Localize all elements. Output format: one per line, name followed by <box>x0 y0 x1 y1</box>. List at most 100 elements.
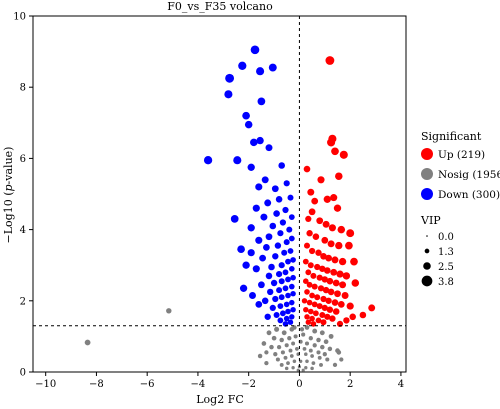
up-point <box>339 281 347 289</box>
nosig-point <box>276 344 282 350</box>
down-point <box>289 299 295 306</box>
legend: Significant Up (219) Nosig (1956) Down (300… <box>420 130 500 288</box>
up-point <box>330 268 338 276</box>
nosig-point <box>327 346 333 352</box>
down-point <box>271 185 279 193</box>
down-point <box>287 319 294 325</box>
nosig-point <box>305 359 309 364</box>
nosig-point <box>273 352 278 357</box>
nosig-point <box>266 330 272 336</box>
nosig-point <box>264 350 269 355</box>
up-point <box>302 258 309 265</box>
x-tick-label: −4 <box>191 379 206 390</box>
down-point <box>256 136 264 145</box>
legend-label-up: Up (219) <box>438 149 485 161</box>
down-point <box>287 194 294 201</box>
up-point <box>309 292 316 299</box>
nosig-point <box>292 325 297 330</box>
nosig-point <box>84 339 91 346</box>
y-tick-label: 8 <box>20 83 26 94</box>
nosig-point <box>293 334 298 339</box>
down-point <box>267 288 274 296</box>
nosig-point <box>304 325 310 330</box>
down-point <box>239 284 248 292</box>
nosig-point <box>292 359 297 364</box>
nosig-point <box>279 362 284 367</box>
up-point <box>316 217 324 225</box>
up-point <box>324 267 331 274</box>
y-tick-label: 2 <box>20 296 26 307</box>
down-point <box>282 206 289 214</box>
down-point <box>283 180 290 187</box>
nosig-point <box>304 352 308 356</box>
nosig-point <box>328 333 334 339</box>
down-point <box>260 213 268 221</box>
up-point <box>335 241 343 250</box>
up-point <box>311 283 318 290</box>
down-point <box>258 281 265 289</box>
nosig-point <box>311 361 316 365</box>
y-tick-label: 6 <box>20 154 26 165</box>
up-point <box>346 302 354 310</box>
down-point <box>263 244 270 251</box>
nosig-point <box>317 355 322 360</box>
up-point <box>325 56 335 65</box>
up-point <box>309 315 315 322</box>
down-point <box>247 249 255 257</box>
down-point <box>279 219 286 226</box>
nosig-point <box>291 341 296 346</box>
down-point <box>242 111 250 120</box>
x-tick-label: 0 <box>296 379 302 390</box>
nosig-point <box>281 330 287 336</box>
up-point <box>309 247 316 255</box>
up-point <box>342 272 351 280</box>
down-point <box>276 271 283 278</box>
down-point <box>265 272 273 280</box>
nosig-point <box>301 332 306 337</box>
nosig-point <box>264 360 269 366</box>
up-point <box>329 315 336 322</box>
x-tick-label: −6 <box>140 379 155 390</box>
up-point <box>331 299 339 306</box>
down-point <box>242 261 250 269</box>
nosig-point <box>257 353 263 359</box>
nosig-point <box>275 357 280 362</box>
down-point <box>288 214 295 221</box>
nosig-point <box>279 337 284 343</box>
down-point <box>238 61 247 70</box>
down-point <box>277 230 284 237</box>
nosig-point <box>332 362 338 368</box>
legend-vip-size <box>426 235 428 237</box>
nosig-point <box>339 357 344 362</box>
down-point <box>247 224 255 232</box>
plot-frame <box>32 15 407 373</box>
down-point <box>274 242 282 249</box>
down-point <box>282 269 289 276</box>
x-tick-label: 4 <box>398 379 404 390</box>
down-point <box>278 278 285 285</box>
up-point <box>324 313 331 320</box>
nosig-point <box>322 352 327 357</box>
down-point <box>279 310 286 317</box>
up-point <box>317 285 325 292</box>
up-point <box>319 312 326 318</box>
up-point <box>316 274 323 281</box>
up-point <box>321 276 328 283</box>
up-point <box>315 317 322 324</box>
up-point <box>311 301 318 308</box>
nosig-point <box>287 336 292 341</box>
chart-title: F0_vs_F35 volcano <box>167 0 273 13</box>
y-tick-label: 0 <box>20 368 26 379</box>
up-point <box>307 308 314 315</box>
down-point <box>249 292 256 299</box>
up-point <box>350 257 358 266</box>
down-point <box>278 262 285 269</box>
down-point <box>287 248 294 254</box>
nosig-point <box>299 327 305 332</box>
up-point <box>319 265 326 272</box>
nosig-point <box>308 336 313 341</box>
nosig-point <box>295 347 299 351</box>
nosig-point <box>336 350 342 355</box>
up-point <box>339 150 348 159</box>
down-point <box>285 292 291 299</box>
